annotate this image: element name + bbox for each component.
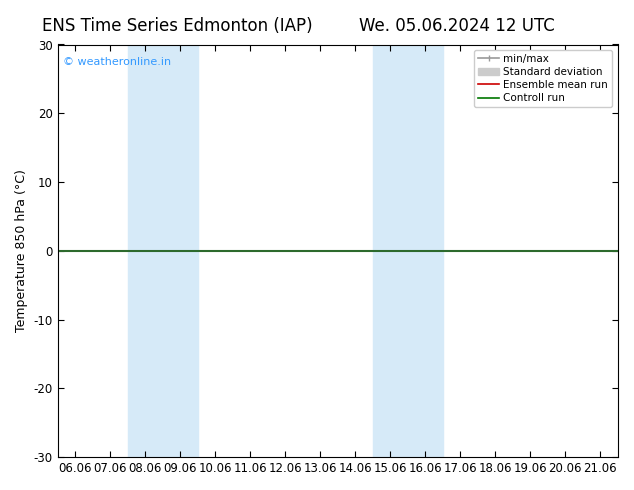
Text: We. 05.06.2024 12 UTC: We. 05.06.2024 12 UTC <box>359 17 554 35</box>
Bar <box>127 45 198 457</box>
Y-axis label: Temperature 850 hPa (°C): Temperature 850 hPa (°C) <box>15 170 28 332</box>
Text: ENS Time Series Edmonton (IAP): ENS Time Series Edmonton (IAP) <box>42 17 313 35</box>
Bar <box>373 45 443 457</box>
Legend: min/max, Standard deviation, Ensemble mean run, Controll run: min/max, Standard deviation, Ensemble me… <box>474 49 612 107</box>
Text: © weatheronline.in: © weatheronline.in <box>63 57 171 67</box>
